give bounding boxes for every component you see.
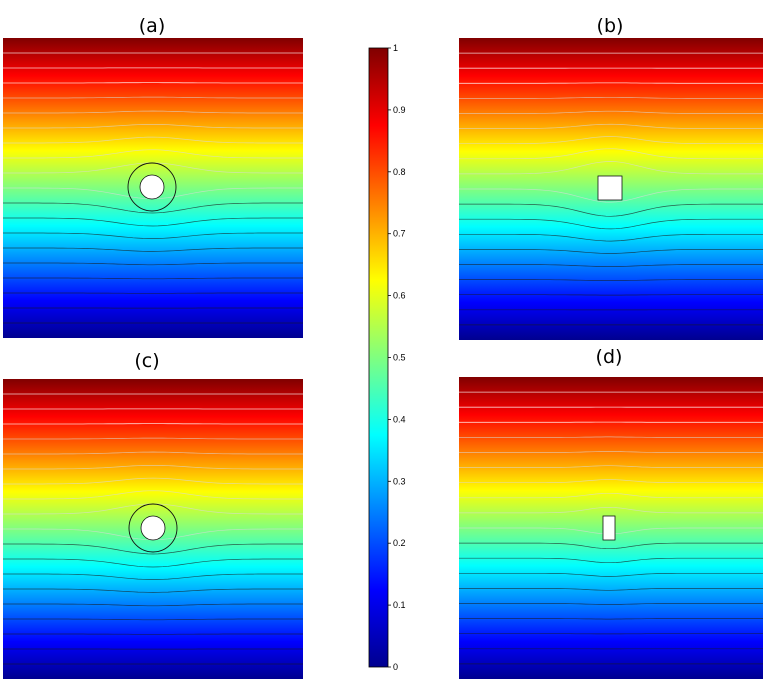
contour-line xyxy=(459,249,763,254)
contour-line xyxy=(459,279,763,281)
obstacle xyxy=(127,162,177,212)
panel-a-title: (a) xyxy=(139,15,165,37)
obstacle-circle xyxy=(140,515,166,541)
contour-line xyxy=(459,572,763,577)
contour-line xyxy=(459,264,763,267)
obstacle-square xyxy=(597,175,623,201)
contour-line xyxy=(459,110,763,114)
contour-line xyxy=(459,218,763,230)
obstacle-circle xyxy=(139,174,165,200)
contour-line xyxy=(459,451,763,453)
panel-b-title: (b) xyxy=(597,15,624,37)
contour-line xyxy=(3,202,303,214)
obstacle-rectangle xyxy=(602,515,616,541)
contour-line xyxy=(459,203,763,217)
contour-line xyxy=(3,543,303,555)
contour-line xyxy=(3,618,303,621)
contour-line xyxy=(459,542,763,550)
colorbar-tick-label: 0.5 xyxy=(393,353,406,363)
contour-line xyxy=(3,96,303,99)
contour-line xyxy=(3,232,303,239)
contour-line xyxy=(3,558,303,568)
contour-line xyxy=(3,465,303,470)
contour-line xyxy=(3,110,303,114)
panel-c-title: (c) xyxy=(134,350,159,372)
contour-lines xyxy=(459,391,763,665)
colorbar-tick-label: 0.4 xyxy=(393,414,406,424)
contour-line xyxy=(459,136,763,145)
contour-line xyxy=(459,588,763,591)
colorbar-gradient xyxy=(368,47,389,668)
colorbar-tick-label: 0.3 xyxy=(393,476,406,486)
contour-line xyxy=(459,557,763,564)
contour-line xyxy=(459,479,763,484)
contour-line xyxy=(3,247,303,252)
contour-line xyxy=(459,148,763,160)
contour-line xyxy=(3,490,303,500)
panel-b xyxy=(459,38,763,340)
obstacle xyxy=(128,503,178,553)
contour-line xyxy=(459,603,763,605)
contour-lines xyxy=(459,52,763,326)
contour-line xyxy=(3,217,303,227)
obstacle xyxy=(602,515,616,541)
contour-line xyxy=(3,124,303,129)
contour-line xyxy=(3,573,303,580)
contour-line xyxy=(3,437,303,440)
contour-line xyxy=(3,477,303,485)
obstacle xyxy=(597,175,623,201)
colorbar-ticks: 0 0.1 0.2 0.3 0.4 0.5 0.6 0.7 0.8 0.9 1 xyxy=(388,43,406,672)
contour-line xyxy=(3,149,303,159)
contour-line xyxy=(3,603,303,607)
contour-line xyxy=(3,588,303,593)
contour-line xyxy=(459,436,763,438)
contour-line xyxy=(3,136,303,144)
contour-line xyxy=(459,161,763,175)
colorbar-tick-label: 0.7 xyxy=(393,229,406,239)
colorbar-tick-label: 0.8 xyxy=(393,167,406,177)
colorbar-tick-label: 0.2 xyxy=(393,538,406,548)
contour-line xyxy=(459,96,763,99)
contour-line xyxy=(459,233,763,242)
contour-line xyxy=(459,506,763,514)
colorbar-tick-label: 1 xyxy=(393,43,398,53)
panel-d-title: (d) xyxy=(596,346,623,368)
panel-c xyxy=(3,379,303,679)
contour-line xyxy=(3,277,303,280)
contour-line xyxy=(3,451,303,455)
colorbar-tick-label: 0.9 xyxy=(393,105,406,115)
contour-line xyxy=(459,188,763,203)
contour-line xyxy=(459,618,763,620)
colorbar-tick-label: 0.6 xyxy=(393,291,406,301)
colorbar: 0 0.1 0.2 0.3 0.4 0.5 0.6 0.7 0.8 0.9 1 xyxy=(368,43,406,672)
contour-lines xyxy=(3,393,303,665)
obstacle-ring xyxy=(127,162,177,212)
contour-line xyxy=(459,492,763,499)
contour-line xyxy=(459,123,763,129)
colorbar-tick-label: 0 xyxy=(393,662,398,672)
contour-line xyxy=(3,262,303,266)
obstacle-ring xyxy=(128,503,178,553)
panel-a xyxy=(3,38,303,338)
panel-d xyxy=(459,377,763,679)
contour-line xyxy=(459,465,763,468)
colorbar-tick-label: 0.1 xyxy=(393,600,406,610)
